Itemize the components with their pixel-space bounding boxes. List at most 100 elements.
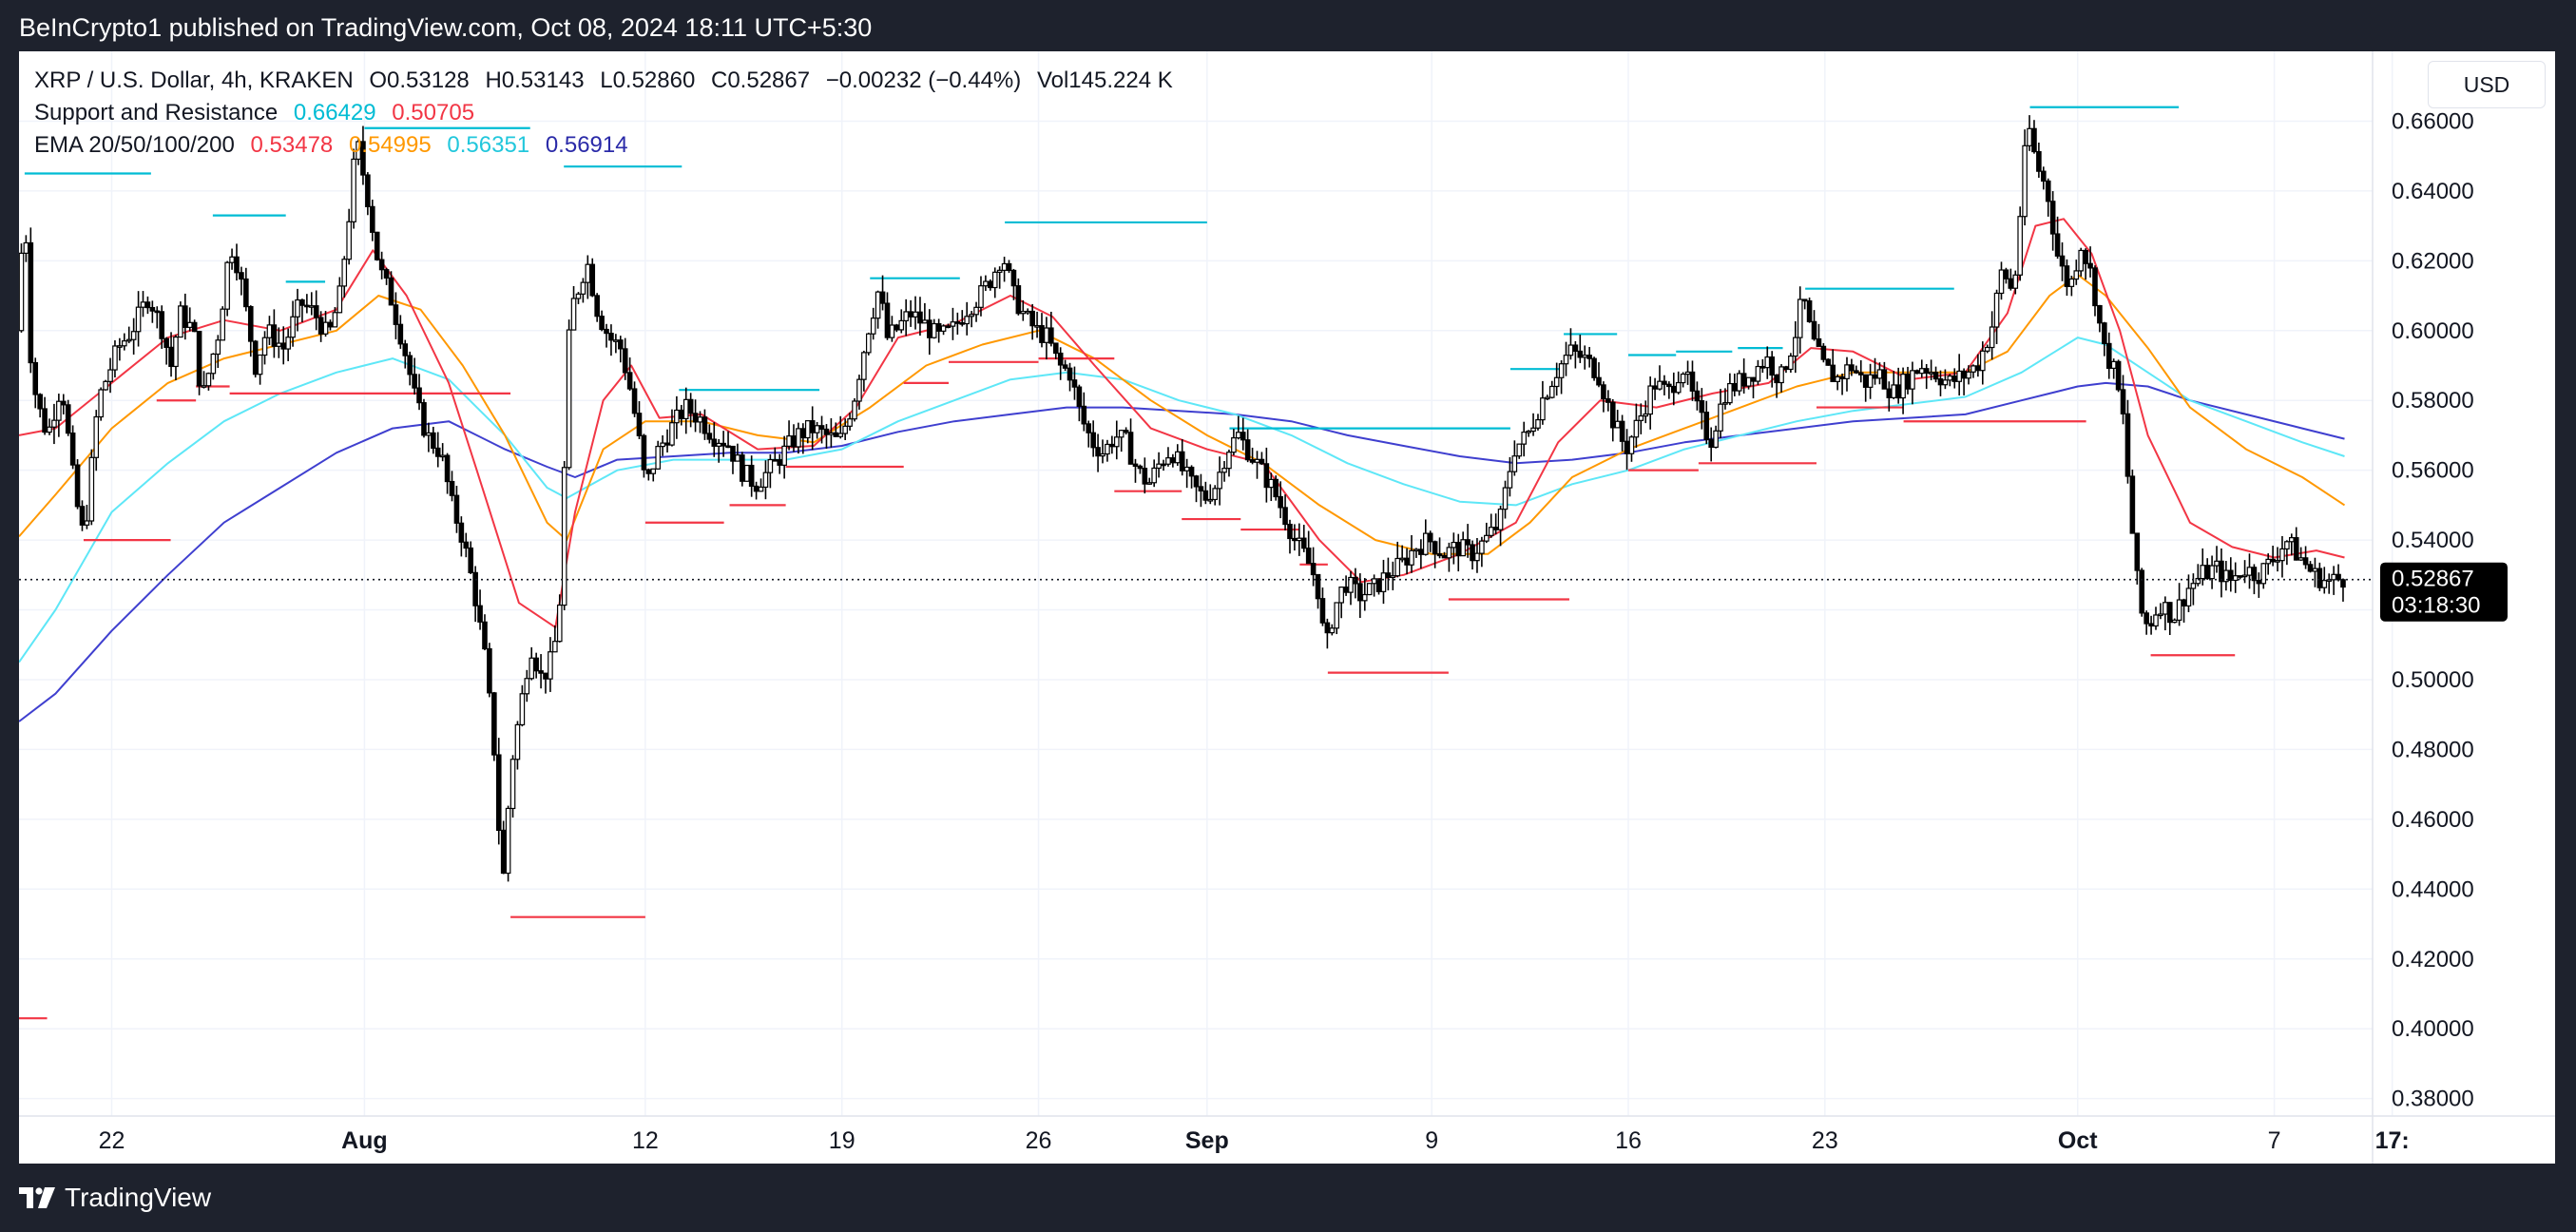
- price-bar-body: [1502, 487, 1509, 510]
- currency-button[interactable]: USD: [2428, 61, 2546, 108]
- price-bar-body: [2256, 580, 2262, 585]
- price-bar-body: [1596, 376, 1602, 386]
- time-tick-label: Aug: [341, 1127, 388, 1154]
- price-bar-body: [322, 321, 329, 335]
- price-bar-body: [416, 387, 422, 404]
- price-bar-body: [458, 522, 465, 543]
- price-bar-body: [735, 454, 740, 462]
- bar-countdown-label: 03:18:30: [2392, 593, 2480, 619]
- price-bar-body: [1020, 311, 1027, 315]
- price-bar-body: [940, 325, 947, 332]
- price-bar-body: [1740, 373, 1747, 387]
- price-bar-body: [19, 252, 25, 332]
- price-bar-body: [716, 442, 722, 447]
- price-bar-body: [1446, 547, 1452, 559]
- price-bar-body: [60, 400, 67, 406]
- price-bar-body: [913, 311, 918, 318]
- price-bar-body: [1193, 475, 1200, 488]
- price-bar-body: [1394, 557, 1401, 577]
- price-bar-body: [121, 340, 127, 347]
- price-bar-body: [239, 272, 244, 280]
- price-bar-body: [1774, 374, 1779, 384]
- price-bar-body: [1488, 527, 1494, 536]
- price-bar-body: [1628, 436, 1635, 454]
- price-bar-body: [453, 494, 460, 524]
- price-bar-body: [753, 485, 759, 492]
- price-bar-body: [1703, 412, 1710, 440]
- price-bar-body: [2078, 249, 2085, 272]
- price-bar-body: [1305, 548, 1312, 565]
- price-bar-body: [112, 345, 118, 371]
- chart-panel[interactable]: 0.66000 0.64000 0.62000 0.60000 0.58000 0.560…: [19, 51, 2555, 1164]
- price-bar-body: [1759, 365, 1766, 369]
- tradingview-logo[interactable]: TradingView: [19, 1183, 211, 1213]
- price-bar-body: [791, 435, 797, 448]
- price-tick-label: 0.56000: [2392, 458, 2474, 484]
- price-bar-body: [2163, 602, 2168, 615]
- price-tick-label: 0.48000: [2392, 737, 2474, 762]
- price-bar-body: [360, 141, 366, 176]
- price-tick-label: 0.42000: [2392, 947, 2474, 972]
- price-bar-body: [1165, 457, 1171, 465]
- price-bar-body: [243, 278, 249, 308]
- price-bar-body: [1183, 466, 1190, 472]
- price-bar-body: [1647, 385, 1653, 415]
- price-bar-body: [1769, 356, 1775, 376]
- price-bar-body: [1633, 419, 1640, 438]
- price-bar-body: [1801, 298, 1808, 302]
- price-bar-body: [79, 506, 86, 526]
- price-bar-body: [491, 692, 497, 756]
- price-chart[interactable]: 0.66000 0.64000 0.62000 0.60000 0.58000 0.560…: [19, 51, 2555, 1164]
- price-bar-body: [2181, 599, 2187, 606]
- price-bar-body: [1558, 363, 1565, 378]
- price-bar-body: [964, 316, 970, 325]
- price-bar-body: [1507, 471, 1513, 489]
- price-bar-body: [149, 306, 156, 312]
- price-bar-body: [1548, 385, 1555, 398]
- price-bar-body: [1470, 544, 1475, 562]
- price-bar-body: [1966, 371, 1971, 379]
- price-bar-body: [1910, 370, 1915, 390]
- time-tick-label: 26: [1026, 1127, 1052, 1154]
- price-bar-body: [1862, 374, 1869, 388]
- price-bar-body: [1090, 432, 1096, 449]
- legend-ema-row: EMA 20/50/100/200 0.53478 0.54995 0.5635…: [34, 129, 1182, 162]
- price-bar-body: [2275, 560, 2280, 563]
- price-bar-body: [1067, 367, 1073, 381]
- price-bar-body: [622, 348, 628, 374]
- price-bar-body: [1292, 537, 1298, 542]
- price-bar-body: [669, 422, 675, 446]
- price-bar-body: [589, 263, 596, 297]
- price-bar-body: [852, 400, 857, 420]
- price-bar-body: [1666, 383, 1672, 388]
- price-bar-body: [524, 678, 530, 695]
- price-bar-body: [1614, 420, 1621, 429]
- price-bar-body: [2068, 278, 2075, 287]
- price-bar-body: [2008, 278, 2014, 289]
- price-bar-body: [1086, 423, 1092, 433]
- price-bar-body: [711, 438, 718, 447]
- price-bar-body: [585, 263, 591, 283]
- price-bar-body: [1010, 269, 1017, 287]
- price-bar-body: [1867, 374, 1874, 388]
- price-bar-body: [47, 426, 52, 433]
- price-bar-body: [1811, 320, 1817, 340]
- price-bar-body: [1137, 465, 1144, 470]
- ema200-line: [19, 381, 2345, 722]
- price-bar-body: [978, 285, 984, 308]
- price-bar-body: [1034, 324, 1040, 328]
- time-tick-label: Oct: [2058, 1127, 2098, 1154]
- price-bar-body: [1497, 509, 1504, 530]
- price-bar-body: [725, 445, 731, 449]
- price-bar-body: [1048, 327, 1054, 344]
- price-bar-body: [2251, 567, 2258, 582]
- price-bar-body: [2316, 568, 2323, 588]
- price-bar-body: [991, 271, 998, 289]
- legend-ema100: 0.56351: [447, 132, 530, 158]
- price-bar-body: [533, 657, 539, 672]
- price-bar-body: [369, 205, 375, 233]
- price-bar-body: [1793, 337, 1798, 357]
- price-bar-body: [1788, 355, 1794, 371]
- price-bar-body: [692, 413, 699, 423]
- price-bar-body: [1366, 583, 1373, 596]
